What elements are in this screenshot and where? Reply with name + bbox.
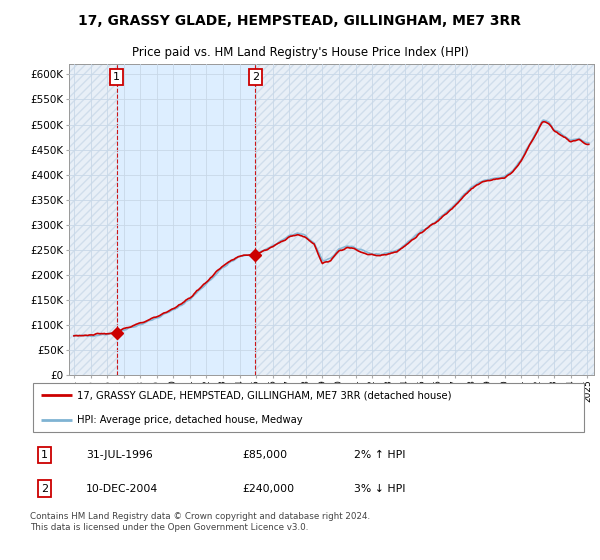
Text: 2: 2 xyxy=(252,72,259,82)
Text: HPI: Average price, detached house, Medway: HPI: Average price, detached house, Medw… xyxy=(77,414,303,424)
Text: £240,000: £240,000 xyxy=(242,484,294,493)
Text: 2: 2 xyxy=(41,484,48,493)
Bar xyxy=(256,64,594,375)
Text: 2% ↑ HPI: 2% ↑ HPI xyxy=(353,450,405,460)
Text: Price paid vs. HM Land Registry's House Price Index (HPI): Price paid vs. HM Land Registry's House … xyxy=(131,46,469,59)
Bar xyxy=(256,64,594,375)
Text: 3% ↓ HPI: 3% ↓ HPI xyxy=(353,484,405,493)
Text: 1: 1 xyxy=(113,72,120,82)
Bar xyxy=(116,64,256,375)
Text: 1: 1 xyxy=(41,450,48,460)
Text: £85,000: £85,000 xyxy=(242,450,287,460)
Text: 31-JUL-1996: 31-JUL-1996 xyxy=(86,450,152,460)
Text: 10-DEC-2004: 10-DEC-2004 xyxy=(86,484,158,493)
Text: Contains HM Land Registry data © Crown copyright and database right 2024.
This d: Contains HM Land Registry data © Crown c… xyxy=(30,512,370,531)
Text: 17, GRASSY GLADE, HEMPSTEAD, GILLINGHAM, ME7 3RR: 17, GRASSY GLADE, HEMPSTEAD, GILLINGHAM,… xyxy=(79,14,521,28)
Bar xyxy=(69,64,116,375)
Text: 17, GRASSY GLADE, HEMPSTEAD, GILLINGHAM, ME7 3RR (detached house): 17, GRASSY GLADE, HEMPSTEAD, GILLINGHAM,… xyxy=(77,390,452,400)
FancyBboxPatch shape xyxy=(33,383,584,432)
Bar xyxy=(69,64,116,375)
